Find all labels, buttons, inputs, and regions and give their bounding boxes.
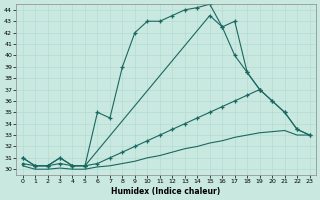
X-axis label: Humidex (Indice chaleur): Humidex (Indice chaleur) [111, 187, 221, 196]
